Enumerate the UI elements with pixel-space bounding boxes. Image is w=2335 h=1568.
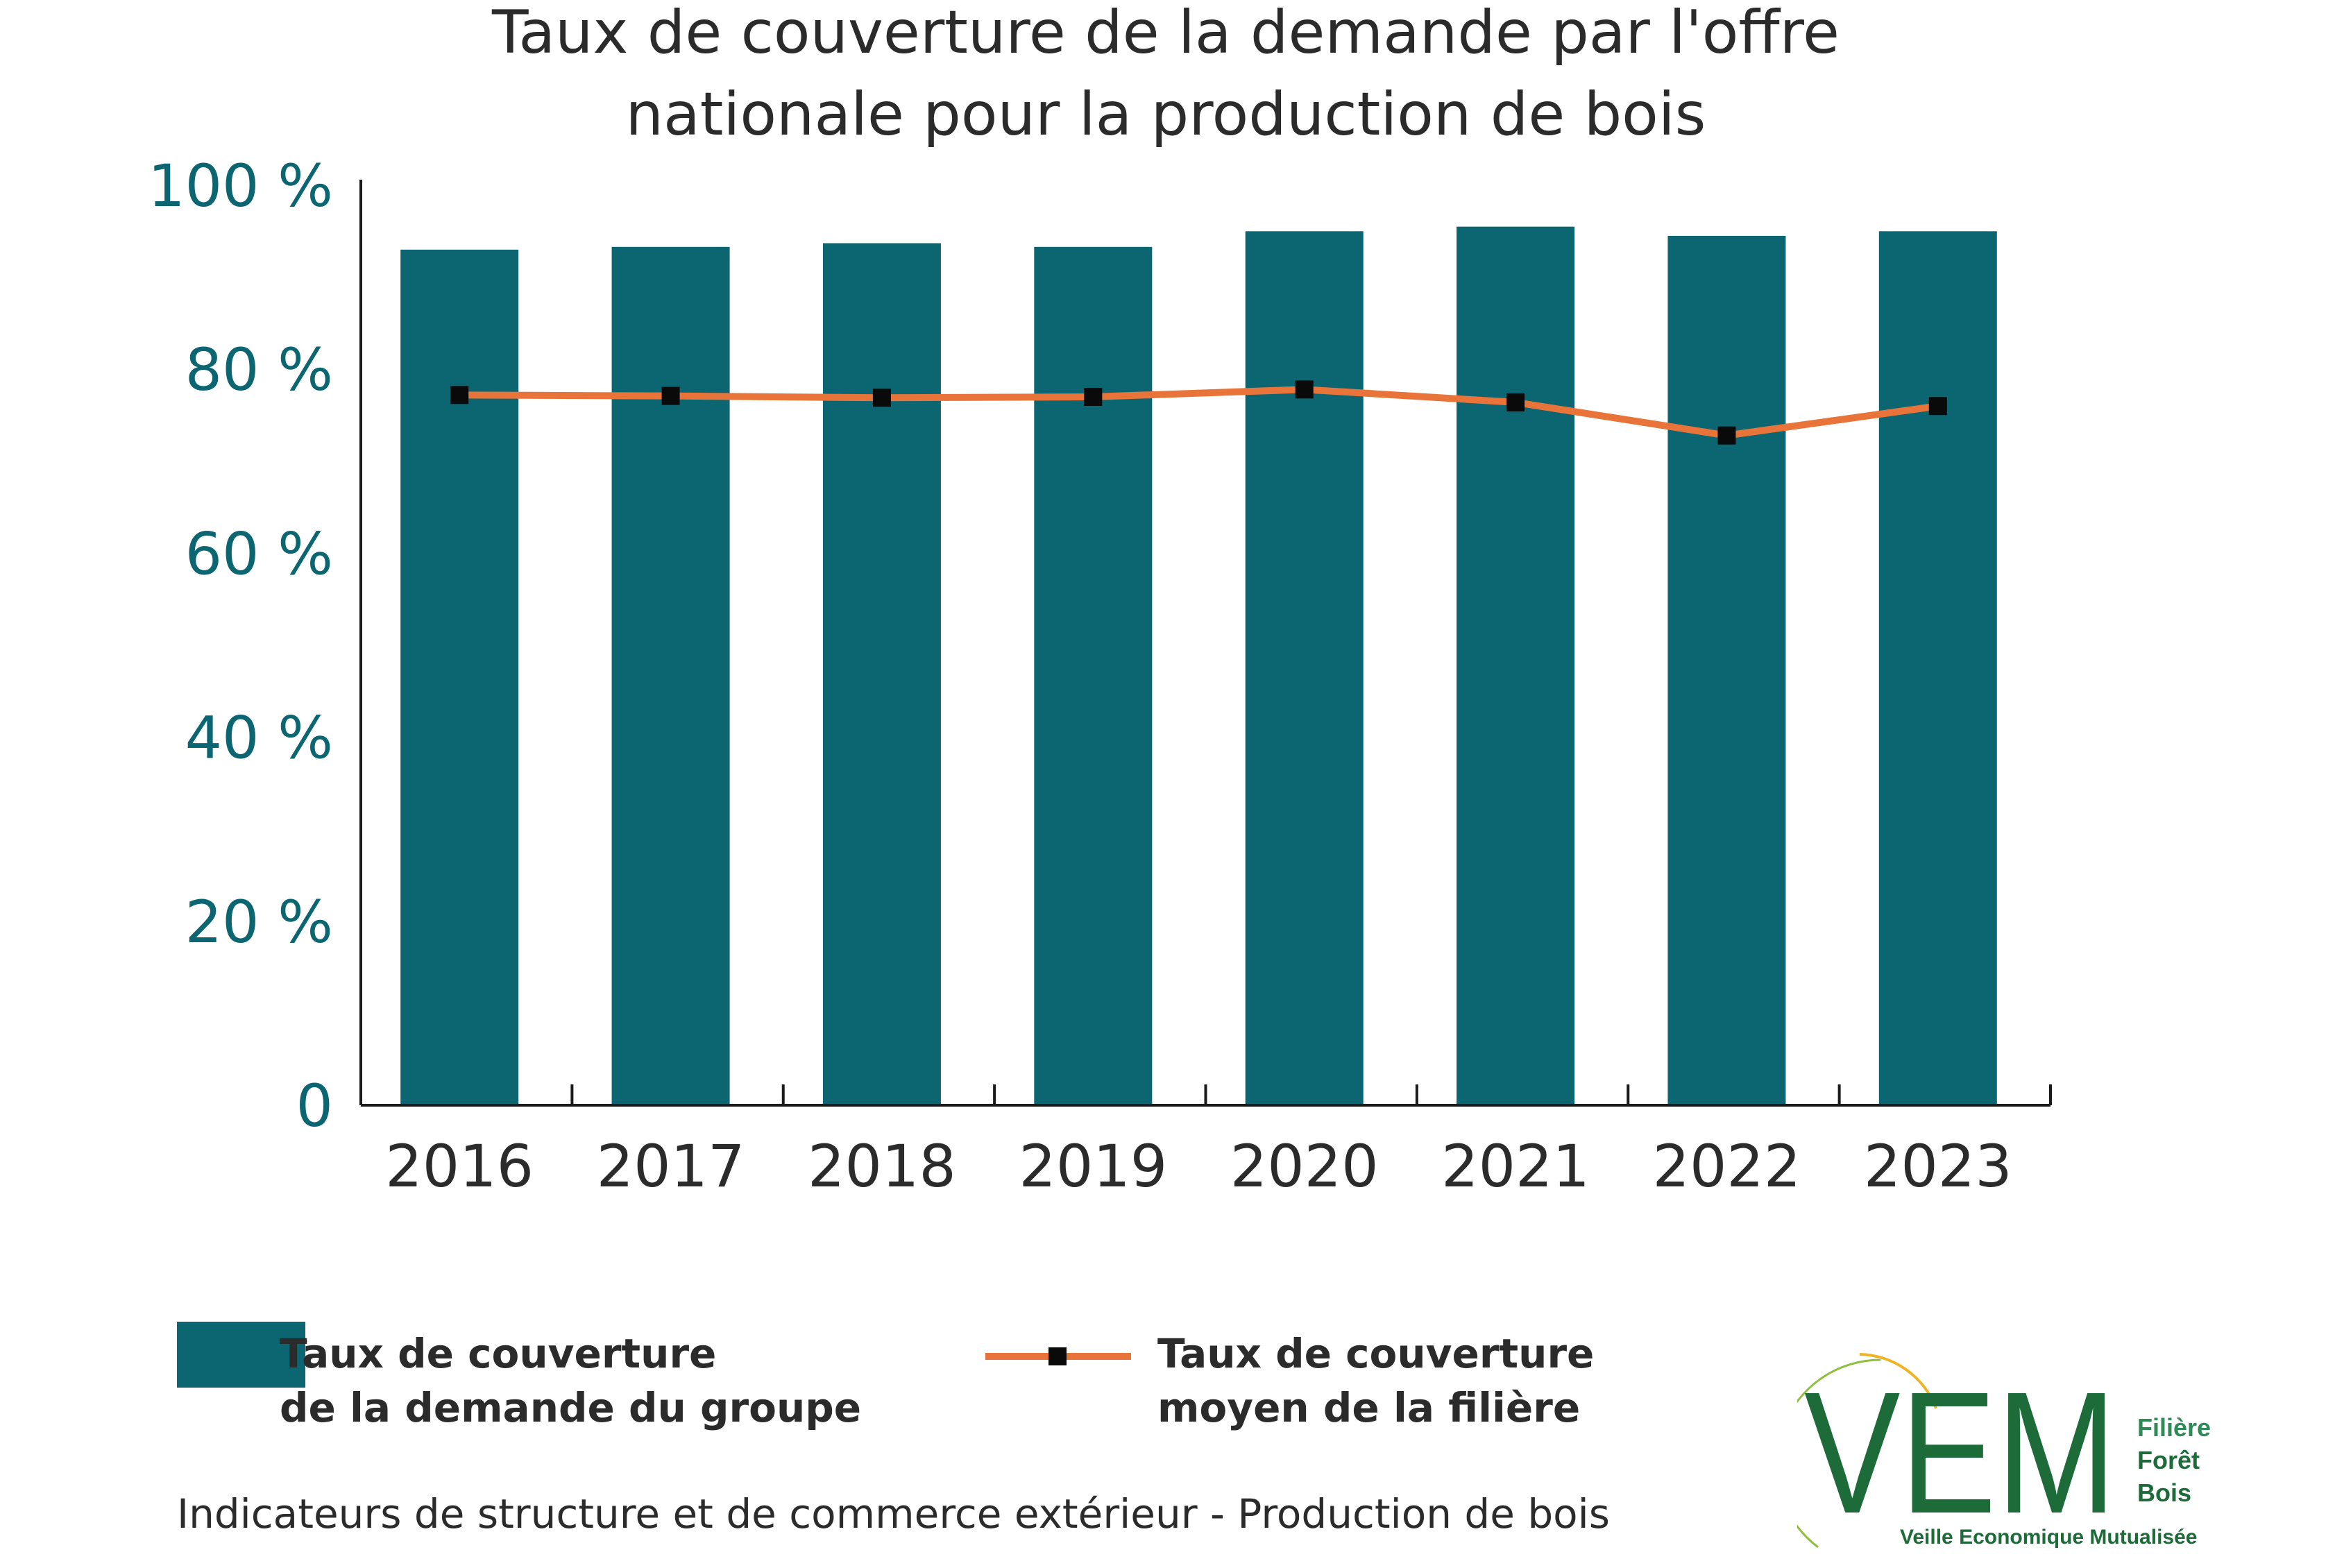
vem-logo-line-2: Forêt [2137,1446,2200,1474]
x-tick-label: 2019 [1019,1132,1167,1200]
y-tick-label: 40 % [185,704,333,772]
line-marker-2018 [872,389,891,407]
y-tick-label: 100 % [148,152,333,220]
y-tick-label: 60 % [185,520,333,588]
line-marker-2020 [1295,380,1314,399]
x-tick-label: 2016 [385,1132,534,1200]
x-tick-label: 2018 [808,1132,956,1200]
line-marker-2023 [1928,397,1947,416]
chart-title-line-2: nationale pour la production de bois [625,80,1706,149]
bar-2023 [1878,231,1997,1105]
vem-logo-letters: VEM [1804,1356,2116,1549]
legend-line-swatch [985,1347,1131,1365]
line-marker-2016 [450,386,469,404]
x-tick-label: 2023 [1864,1132,2012,1200]
bar-2018 [822,243,941,1106]
legend-bar-label-line-1: Taux de couverture [280,1330,717,1377]
x-tick-label: 2022 [1653,1132,1801,1200]
x-tick-label: 2020 [1230,1132,1379,1200]
line-series [459,386,1939,439]
line-marker-2022 [1717,426,1736,445]
legend-line-label: Taux de couverture moyen de la filière [1157,1327,1594,1435]
vem-logo: VEM Filière Forêt Bois Veille Economique… [1797,1353,2211,1549]
vem-logo-line-3: Bois [2137,1478,2191,1507]
chart-title-line-1: Taux de couverture de la demande par l'o… [492,0,1840,67]
bar-2016 [400,249,519,1105]
bar-2020 [1245,231,1364,1105]
legend-line-label-line-2: moyen de la filière [1157,1384,1581,1431]
line-marker-2021 [1506,393,1525,411]
legend-bar-label: Taux de couverture de la demande du grou… [280,1327,861,1435]
x-tick-label: 2017 [597,1132,745,1200]
bar-2019 [1034,246,1153,1105]
vem-logo-line-1: Filière [2137,1413,2211,1442]
x-tick-label: 2021 [1441,1132,1590,1200]
footer-source: Indicateurs de structure et de commerce … [177,1490,1610,1537]
legend-bar-swatch [177,1322,305,1388]
y-tick-label: 0 [296,1072,333,1140]
y-tick-label: 80 % [185,336,333,404]
y-tick-label: 20 % [185,888,333,956]
bar-2022 [1667,235,1786,1106]
bar-2017 [611,246,730,1105]
legend-bar-label-line-2: de la demande du groupe [280,1384,862,1431]
line-marker-2019 [1084,387,1103,406]
vem-logo-tagline: Veille Economique Mutualisée [1900,1526,2197,1549]
legend-line-label-line-1: Taux de couverture [1157,1330,1595,1377]
line-marker-2017 [661,386,680,405]
chart-plot: 0 20 % 40 % 60 % 80 % 100 % 2016 2017 2018 2019 20… [148,152,2052,1200]
bar-2021 [1457,226,1575,1105]
